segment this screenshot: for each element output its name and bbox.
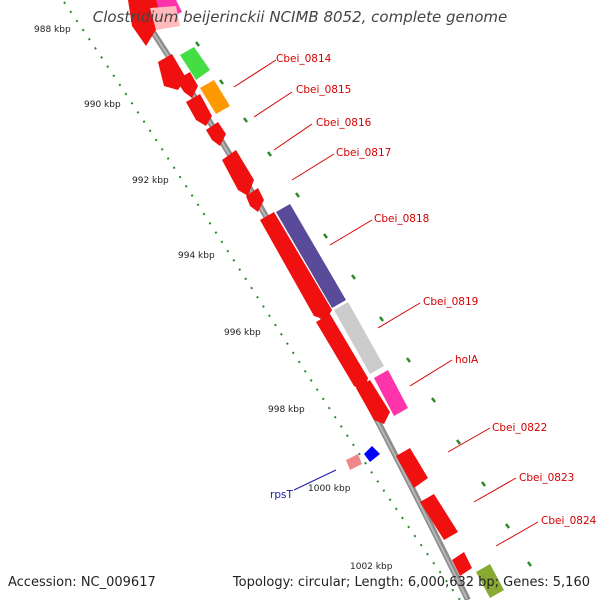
- scale-labels: 988 kbp 990 kbp 992 kbp 994 kbp 996 kbp …: [34, 25, 393, 572]
- feature-cds-0823[interactable]: [420, 494, 458, 540]
- gene-label-cbei-0815[interactable]: Cbei_0815: [296, 84, 351, 96]
- tick-label-998: 998 kbp: [268, 405, 305, 415]
- gene-label-cbei-0818[interactable]: Cbei_0818: [374, 213, 429, 225]
- feature-orange[interactable]: [200, 80, 230, 114]
- gene-leader-lines: [233, 59, 539, 547]
- tick-label-990: 990 kbp: [84, 100, 121, 110]
- gene-label-cbei-0817[interactable]: Cbei_0817: [336, 147, 391, 159]
- tick-label-1002: 1002 kbp: [350, 562, 393, 572]
- cds-9[interactable]: [356, 380, 390, 424]
- tick-label-1000: 1000 kbp: [308, 484, 351, 494]
- cds-features: [128, 0, 390, 470]
- cds-8[interactable]: [316, 314, 368, 392]
- tick-label-994: 994 kbp: [178, 251, 215, 261]
- rpsT-leader-line: [293, 469, 337, 491]
- outer-tick-track: [195, 41, 532, 567]
- feature-cds-0818-region[interactable]: [276, 204, 346, 308]
- feature-cds-0822[interactable]: [396, 448, 428, 488]
- gene-label-rpst[interactable]: rpsT: [270, 489, 293, 501]
- tick-label-996: 996 kbp: [224, 328, 261, 338]
- map-title: Clostridium beijerinckii NCIMB 8052, com…: [92, 8, 508, 26]
- inner-scale-track: [63, 1, 461, 600]
- gene-label-cbei-0819[interactable]: Cbei_0819: [423, 296, 478, 308]
- feature-cds-0819-region[interactable]: [334, 302, 384, 374]
- feature-green[interactable]: [180, 47, 210, 80]
- cds-5[interactable]: [222, 150, 254, 196]
- cds-6[interactable]: [246, 188, 264, 212]
- tick-label-992: 992 kbp: [132, 176, 169, 186]
- cds-salmon[interactable]: [346, 454, 362, 470]
- cds-2[interactable]: [176, 72, 198, 98]
- feature-light-pink[interactable]: [150, 6, 180, 30]
- gene-label-cbei-0823[interactable]: Cbei_0823: [519, 472, 574, 484]
- gene-label-cbei-0814[interactable]: Cbei_0814: [276, 53, 332, 65]
- gene-label-cbei-0822[interactable]: Cbei_0822: [492, 422, 547, 434]
- gene-label-cbei-0824[interactable]: Cbei_0824: [541, 515, 597, 527]
- gene-labels: Cbei_0814 Cbei_0815 Cbei_0816 Cbei_0817 …: [270, 53, 597, 527]
- cds-7[interactable]: [260, 212, 332, 320]
- forward-strand-features: [146, 0, 504, 598]
- gene-label-cbei-0816[interactable]: Cbei_0816: [316, 117, 372, 129]
- cds-blue[interactable]: [364, 446, 380, 462]
- feature-cds-0824[interactable]: [452, 552, 472, 576]
- tick-label-988: 988 kbp: [34, 25, 71, 35]
- cds-3[interactable]: [186, 94, 212, 126]
- accession-text: Accession: NC_009617: [8, 575, 156, 590]
- gene-label-hola[interactable]: holA: [455, 354, 479, 366]
- feature-holA[interactable]: [374, 370, 408, 416]
- genome-summary-text: Topology: circular; Length: 6,000,632 bp…: [232, 575, 590, 590]
- cds-4[interactable]: [206, 122, 226, 146]
- feature-olive[interactable]: [476, 564, 504, 598]
